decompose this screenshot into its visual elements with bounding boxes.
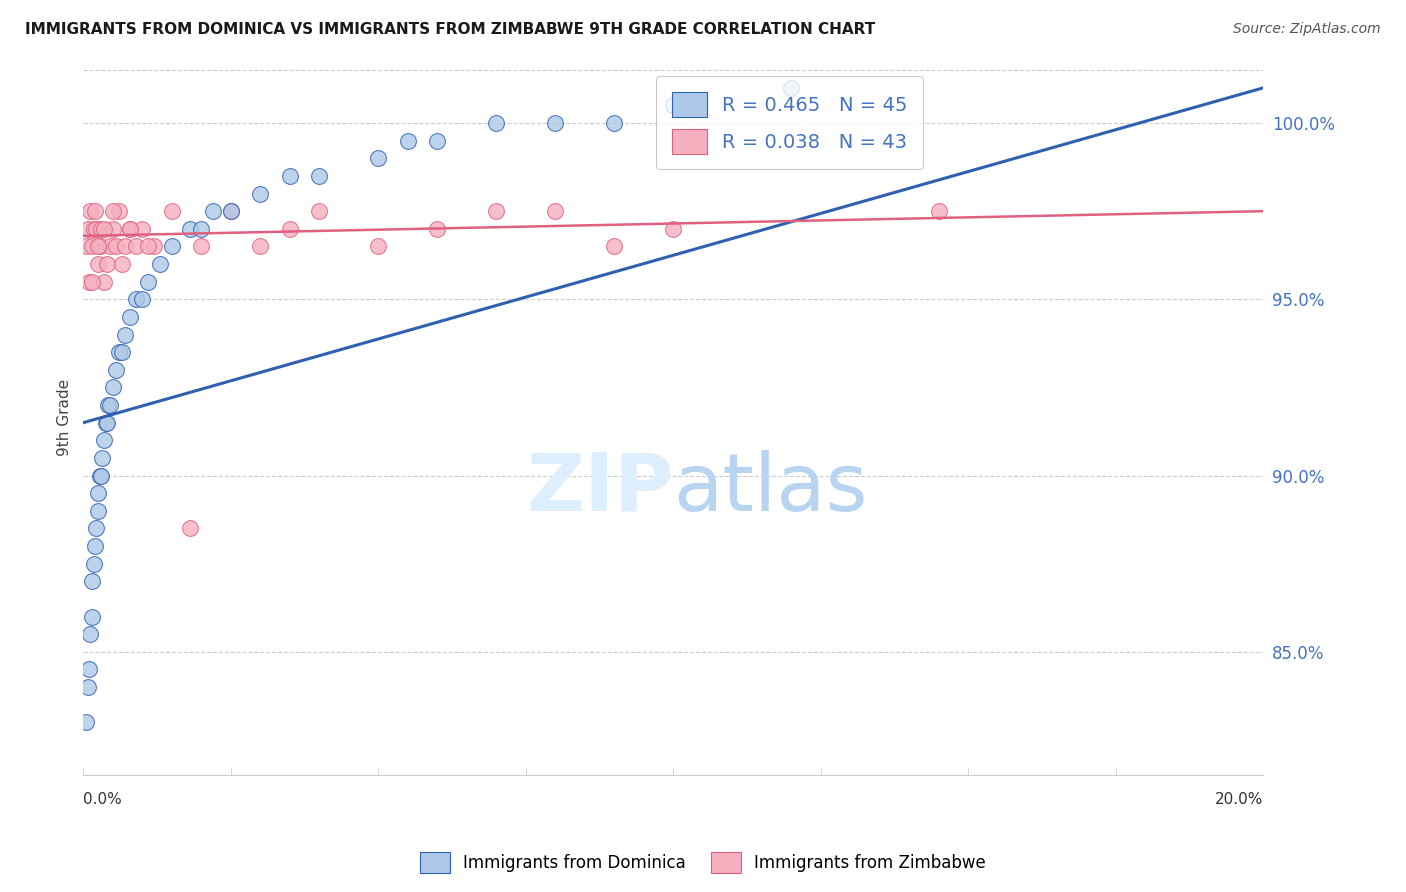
Point xyxy=(125,239,148,253)
Point xyxy=(160,204,183,219)
Point xyxy=(114,239,136,253)
Point xyxy=(308,169,330,183)
Point xyxy=(603,116,626,130)
Point xyxy=(82,609,104,624)
Text: 0.0%: 0.0% xyxy=(83,792,122,806)
Point xyxy=(89,239,111,253)
Point xyxy=(662,98,685,112)
Point xyxy=(149,257,172,271)
Point xyxy=(278,169,301,183)
Point xyxy=(426,221,449,235)
Point xyxy=(96,257,118,271)
Point xyxy=(75,715,97,730)
Point xyxy=(93,434,115,448)
Point xyxy=(249,186,271,201)
Point xyxy=(160,239,183,253)
Point xyxy=(84,539,107,553)
Point xyxy=(780,80,803,95)
Point xyxy=(278,221,301,235)
Point xyxy=(396,134,419,148)
Point xyxy=(219,204,242,219)
Point xyxy=(202,204,225,219)
Point xyxy=(485,204,508,219)
Point xyxy=(101,204,124,219)
Point xyxy=(97,398,120,412)
Point xyxy=(77,680,100,694)
Point xyxy=(136,275,159,289)
Point xyxy=(84,521,107,535)
Point xyxy=(111,257,134,271)
Point xyxy=(179,221,201,235)
Text: atlas: atlas xyxy=(673,450,868,528)
Point xyxy=(179,521,201,535)
Point xyxy=(111,345,134,359)
Point xyxy=(87,504,110,518)
Point xyxy=(120,310,142,324)
Point xyxy=(190,239,212,253)
Point xyxy=(101,221,124,235)
Text: IMMIGRANTS FROM DOMINICA VS IMMIGRANTS FROM ZIMBABWE 9TH GRADE CORRELATION CHART: IMMIGRANTS FROM DOMINICA VS IMMIGRANTS F… xyxy=(25,22,876,37)
Point xyxy=(107,345,129,359)
Point xyxy=(82,275,104,289)
Point xyxy=(120,221,142,235)
Point xyxy=(94,416,117,430)
Point xyxy=(93,221,115,235)
Point xyxy=(79,204,101,219)
Legend: Immigrants from Dominica, Immigrants from Zimbabwe: Immigrants from Dominica, Immigrants fro… xyxy=(413,846,993,880)
Point xyxy=(308,204,330,219)
Point xyxy=(544,204,567,219)
Point xyxy=(98,398,121,412)
Point xyxy=(79,627,101,641)
Point xyxy=(82,239,104,253)
Point xyxy=(367,151,389,165)
Point xyxy=(87,486,110,500)
Point xyxy=(89,468,111,483)
Point xyxy=(77,275,100,289)
Text: ZIP: ZIP xyxy=(526,450,673,528)
Point xyxy=(82,574,104,589)
Point xyxy=(83,557,105,571)
Point xyxy=(544,116,567,130)
Point xyxy=(367,239,389,253)
Point xyxy=(93,275,115,289)
Point xyxy=(136,239,159,253)
Point xyxy=(143,239,166,253)
Point xyxy=(114,327,136,342)
Point xyxy=(104,363,127,377)
Point xyxy=(662,221,685,235)
Point xyxy=(83,221,105,235)
Point xyxy=(75,239,97,253)
Point xyxy=(90,221,112,235)
Point xyxy=(104,239,127,253)
Point xyxy=(96,416,118,430)
Point xyxy=(131,293,153,307)
Point xyxy=(485,116,508,130)
Point xyxy=(101,380,124,394)
Point xyxy=(84,221,107,235)
Point xyxy=(219,204,242,219)
Text: Source: ZipAtlas.com: Source: ZipAtlas.com xyxy=(1233,22,1381,37)
Point xyxy=(90,468,112,483)
Point xyxy=(190,221,212,235)
Text: 20.0%: 20.0% xyxy=(1215,792,1264,806)
Point xyxy=(603,239,626,253)
Point xyxy=(120,221,142,235)
Point xyxy=(131,221,153,235)
Y-axis label: 9th Grade: 9th Grade xyxy=(58,379,72,456)
Point xyxy=(125,293,148,307)
Point xyxy=(84,204,107,219)
Point xyxy=(249,239,271,253)
Point xyxy=(928,204,950,219)
Legend: R = 0.465   N = 45, R = 0.038   N = 43: R = 0.465 N = 45, R = 0.038 N = 43 xyxy=(657,77,924,169)
Point xyxy=(107,204,129,219)
Point xyxy=(98,239,121,253)
Point xyxy=(77,662,100,676)
Point xyxy=(426,134,449,148)
Point xyxy=(91,450,114,465)
Point xyxy=(87,257,110,271)
Point xyxy=(77,221,100,235)
Point xyxy=(87,239,110,253)
